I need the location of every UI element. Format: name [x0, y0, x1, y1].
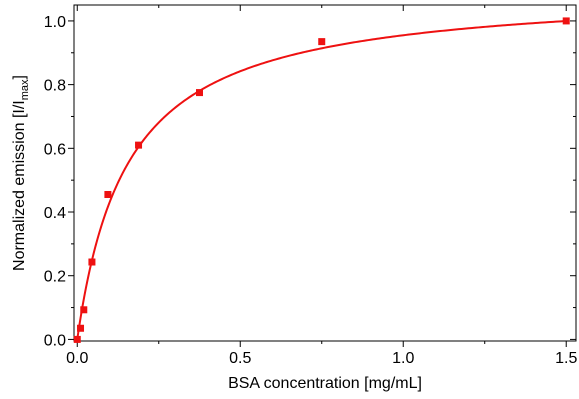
data-point	[135, 141, 143, 149]
ticks	[68, 5, 576, 347]
y-tick-label: 0.2	[44, 269, 66, 286]
data-point	[77, 324, 85, 332]
y-tick-label: 0.6	[44, 141, 66, 158]
y-tick-label: 0.0	[44, 332, 66, 349]
axes-frame	[73, 4, 577, 342]
x-tick-label: 0.0	[66, 350, 88, 367]
x-tick-label: 0.5	[229, 350, 251, 367]
fit-curve-group	[76, 20, 567, 340]
data-point	[73, 335, 81, 343]
y-tick-label: 1.0	[44, 14, 66, 31]
plot-frame	[73, 4, 577, 342]
y-axis-title-prefix: Normalized emission [I/I	[11, 100, 28, 271]
x-tick-label: 1.0	[392, 350, 414, 367]
y-axis-title-suffix: ]	[11, 75, 28, 79]
tick-labels: 0.0 0.5 1.0 1.5 0.0 0.2 0.4 0.6 0.8 1.0	[44, 14, 578, 367]
x-tick-label: 1.5	[555, 350, 577, 367]
fit-curve	[76, 20, 567, 340]
y-tick-label: 0.8	[44, 78, 66, 95]
y-axis-title: Normalized emission [I/Imax]	[11, 75, 31, 271]
data-points	[73, 17, 570, 343]
x-axis-title: BSA concentration [mg/mL]	[228, 375, 422, 392]
data-point	[80, 306, 88, 314]
data-point	[104, 190, 112, 198]
data-point	[318, 38, 326, 46]
y-axis-title-subscript: max	[19, 79, 31, 100]
data-point	[88, 258, 96, 266]
data-point	[562, 17, 570, 25]
y-tick-label: 0.4	[44, 205, 66, 222]
data-point	[196, 89, 203, 97]
